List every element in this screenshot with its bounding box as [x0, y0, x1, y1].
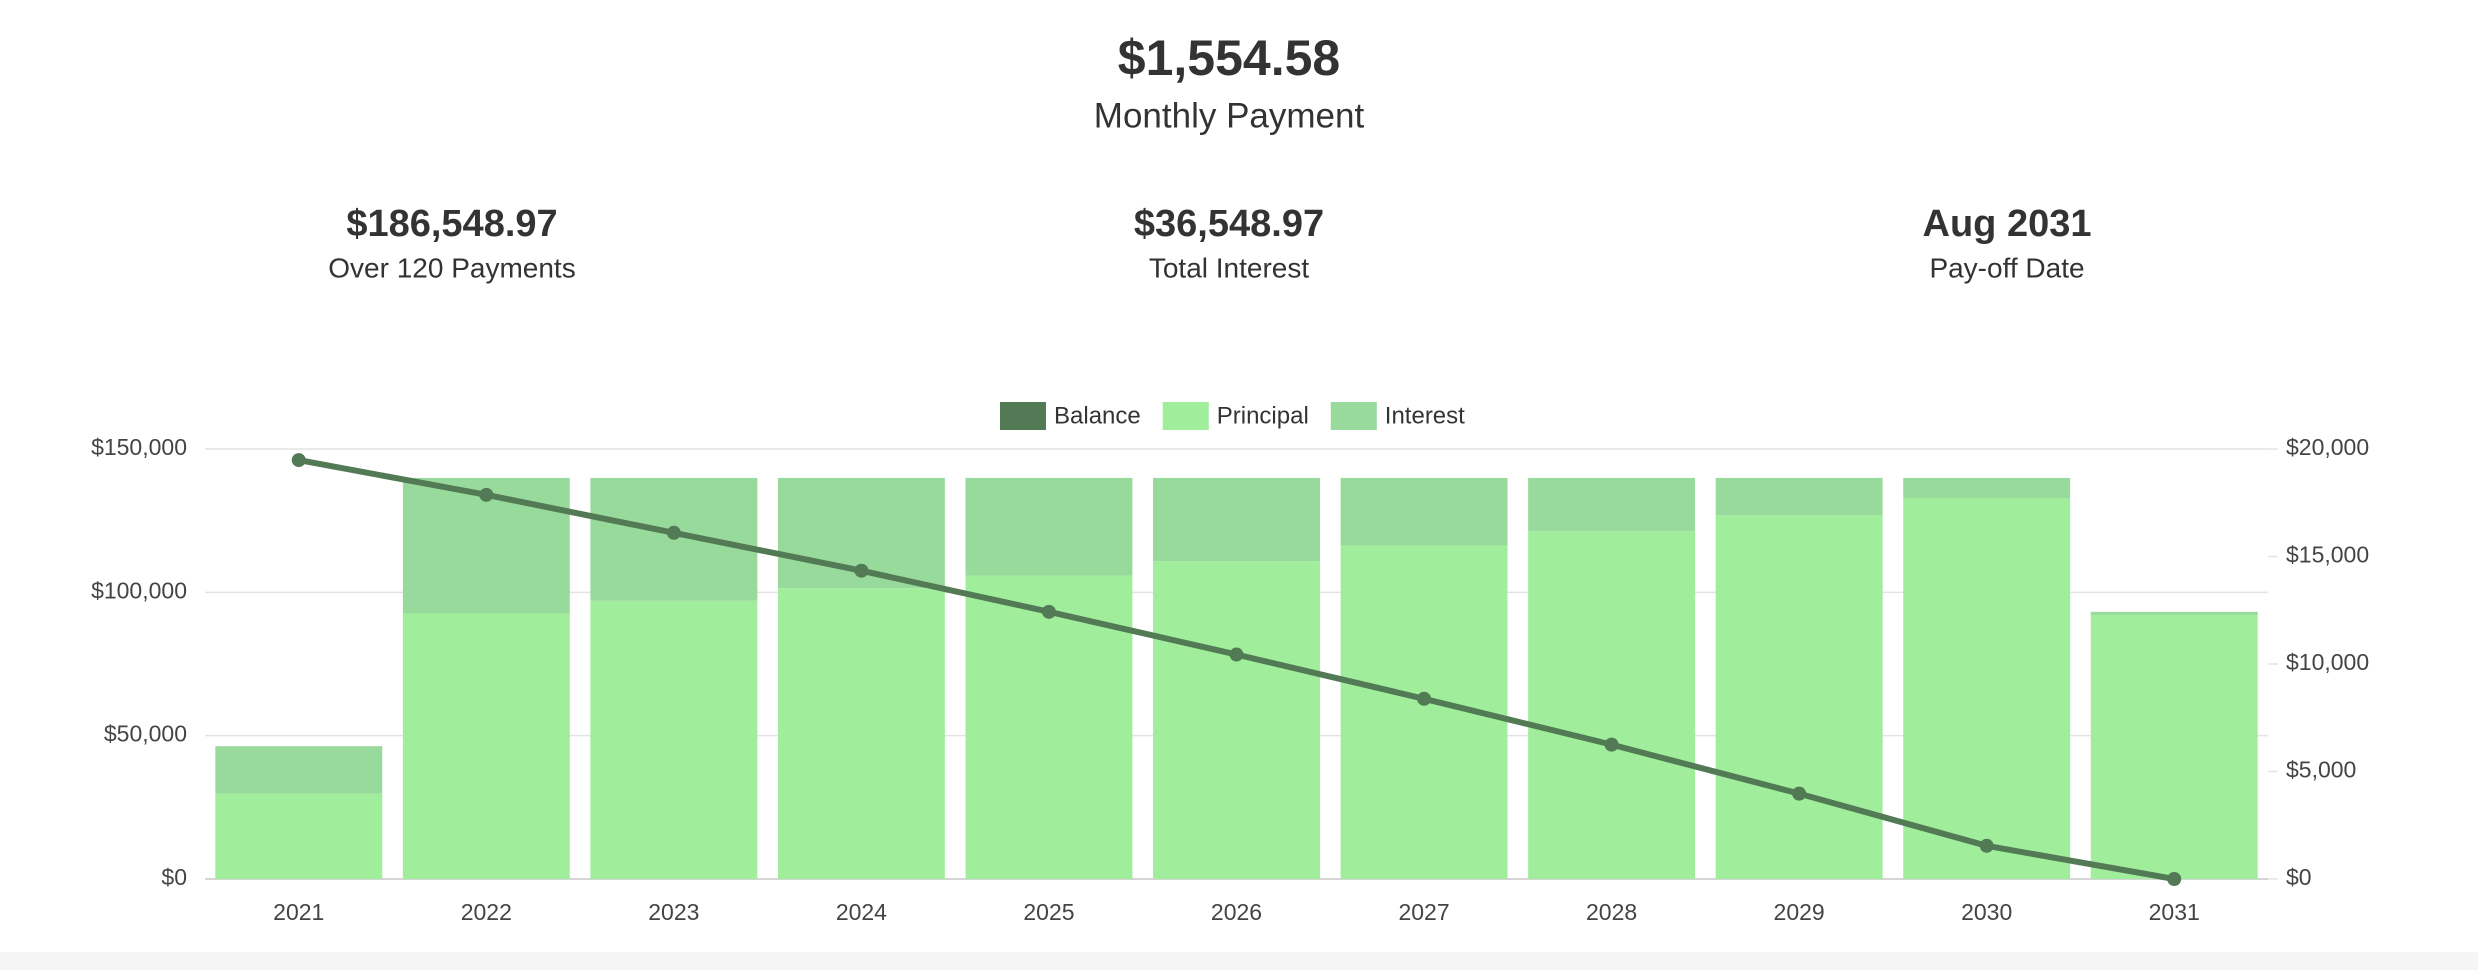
footer-strip — [0, 952, 2478, 970]
x-tick-label: 2029 — [1774, 899, 1825, 925]
bar — [965, 477, 1133, 576]
stat-value: $36,548.97 — [1134, 203, 1324, 245]
bar — [1340, 477, 1508, 546]
bar — [1528, 477, 1696, 532]
y2-tick-label: $0 — [2286, 864, 2312, 890]
x-tick-label: 2021 — [273, 899, 324, 925]
y-tick-label: $100,000 — [91, 577, 187, 603]
x-tick-label: 2024 — [836, 899, 887, 925]
bar — [1715, 477, 1883, 516]
y2-tick-label: $5,000 — [2286, 757, 2356, 783]
balance-point — [291, 453, 306, 468]
balance-point — [1417, 691, 1432, 706]
bar — [2090, 615, 2258, 879]
bar — [1903, 477, 2071, 498]
balance-point — [479, 487, 494, 502]
legend-swatch — [1000, 402, 1046, 430]
balance-point — [666, 525, 681, 540]
stat-label: Pay-off Date — [1929, 252, 2084, 283]
y-tick-label: $150,000 — [91, 434, 187, 460]
stat-label: Over 120 Payments — [328, 252, 575, 283]
x-tick-label: 2031 — [2149, 899, 2200, 925]
legend-label: Interest — [1385, 402, 1465, 429]
monthly-payment-value: $1,554.58 — [1118, 30, 1340, 86]
x-tick-label: 2028 — [1586, 899, 1637, 925]
y-tick-label: $0 — [161, 864, 187, 890]
balance-point — [1041, 604, 1056, 619]
bar — [1903, 497, 2071, 879]
bar — [1153, 561, 1320, 879]
y-tick-label: $50,000 — [104, 721, 187, 747]
bar — [590, 600, 758, 879]
balance-point — [1792, 786, 1807, 801]
bar — [1153, 477, 1320, 562]
balance-point — [1979, 838, 1994, 853]
y2-tick-label: $20,000 — [2286, 434, 2369, 460]
bar — [965, 575, 1133, 879]
x-tick-label: 2025 — [1023, 899, 1074, 925]
bar — [1715, 515, 1883, 879]
bar — [215, 793, 383, 879]
balance-point — [2167, 872, 2182, 886]
balance-point — [854, 563, 869, 578]
bar — [402, 613, 570, 879]
monthly-payment-label: Monthly Payment — [1094, 96, 1365, 135]
legend-swatch — [1162, 402, 1209, 430]
balance-point — [1604, 737, 1619, 752]
x-tick-label: 2030 — [1961, 899, 2012, 925]
bar — [2090, 611, 2258, 616]
x-tick-label: 2026 — [1211, 899, 1262, 925]
bar — [777, 588, 945, 879]
x-tick-label: 2023 — [648, 899, 699, 925]
bar — [215, 746, 383, 794]
x-tick-label: 2027 — [1398, 899, 1449, 925]
balance-point — [1229, 647, 1244, 662]
legend-swatch — [1330, 402, 1377, 430]
stat-value: $186,548.97 — [346, 203, 557, 245]
y2-tick-label: $15,000 — [2286, 542, 2369, 568]
stat-value: Aug 2031 — [1923, 203, 2092, 245]
y2-tick-label: $10,000 — [2286, 649, 2369, 675]
legend-label: Balance — [1054, 402, 1141, 429]
legend-label: Principal — [1217, 402, 1309, 429]
stat-label: Total Interest — [1149, 252, 1310, 283]
bar — [1528, 531, 1696, 879]
x-tick-label: 2022 — [461, 899, 512, 925]
